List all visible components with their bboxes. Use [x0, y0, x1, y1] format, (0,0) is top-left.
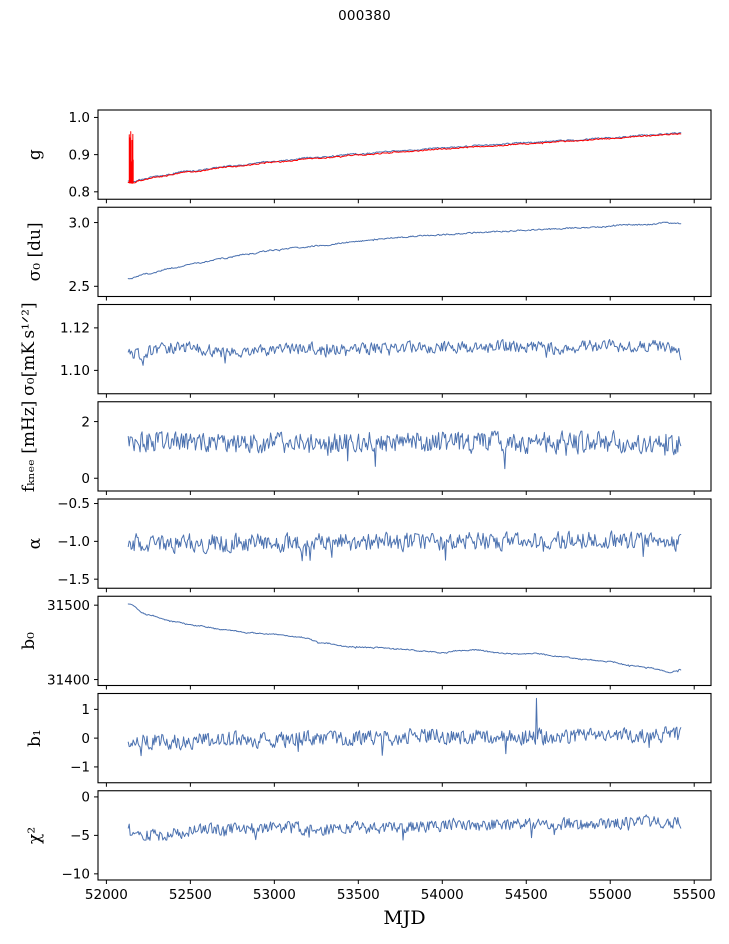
panel-alpha: −0.5 −1.0 −1.5 α: [25, 496, 712, 593]
data-line-g: [127, 132, 682, 183]
y-axis-label: b₁: [25, 729, 45, 747]
data-line-sigma0_mKs: [127, 338, 682, 366]
data-line-sigma0_du: [127, 221, 682, 280]
panel-frame: [97, 206, 712, 298]
y-tick-label: −1: [70, 760, 90, 776]
x-tick-label: 52000: [85, 887, 128, 903]
panel-sigma0-mks: 1.10 1.12 σ₀[mK s¹ᐟ²]: [19, 302, 712, 398]
data-line-alpha: [127, 530, 682, 562]
y-tick-label: 1.12: [60, 321, 90, 337]
y-tick-label: 2: [81, 414, 90, 430]
y-axis-label: g: [25, 149, 45, 160]
y-tick-label: 2.5: [69, 279, 90, 295]
x-axis-label: MJD: [383, 907, 425, 929]
x-tick-label: 52500: [169, 887, 212, 903]
panel-chi2: 0 −5 −10 52000 52500 53000 53500 54000 54500 5500…: [25, 790, 716, 903]
figure-title: 000380: [338, 8, 391, 24]
panel-sigma0-du: 2.5 3.0 σ₀ [du]: [25, 206, 712, 301]
x-tick-label: 54000: [421, 887, 464, 903]
y-tick-label: −1.0: [57, 534, 90, 550]
y-tick-label: 0: [81, 731, 90, 747]
y-tick-label: −1.5: [57, 572, 90, 588]
y-axis-label: σ₀[mK s¹ᐟ²]: [19, 302, 39, 395]
x-tick-label: 55000: [589, 887, 632, 903]
y-axis-label: b₀: [19, 632, 39, 650]
x-tick-label: 55500: [673, 887, 716, 903]
y-axis-label: α: [25, 537, 45, 549]
panel-frame: [97, 303, 712, 395]
panel-fknee: 0 2 fₖₙₑₑ [mHz]: [19, 401, 712, 495]
data-line-f_knee: [127, 429, 682, 470]
y-tick-label: −0.5: [57, 496, 90, 512]
y-tick-label: 0: [81, 471, 90, 487]
x-tick-label: 54500: [505, 887, 548, 903]
panel-frame: [97, 498, 712, 589]
data-line-b0: [127, 603, 682, 674]
y-axis-label: χ²: [25, 827, 45, 844]
y-tick-label: 3.0: [69, 215, 90, 231]
y-tick-label: 31400: [47, 672, 90, 688]
panel-b0: 31400 31500 b₀: [19, 595, 712, 690]
y-tick-label: 0.8: [69, 185, 90, 201]
y-tick-label: 1.10: [60, 363, 90, 379]
x-tick-label: 53500: [337, 887, 380, 903]
y-tick-label: 0: [81, 790, 90, 806]
panel-frame: [97, 790, 712, 881]
y-axis-label: fₖₙₑₑ [mHz]: [19, 401, 39, 493]
y-tick-label: −10: [62, 867, 91, 883]
panel-b1: −1 0 1 b₁: [25, 692, 712, 787]
y-tick-label: 31500: [47, 598, 90, 614]
panel-frame: [97, 595, 712, 687]
data-line-chi2: [127, 814, 682, 841]
y-axis-label: σ₀ [du]: [25, 222, 45, 281]
panel-g: 0.8 0.9 1.0 g: [25, 109, 712, 204]
panel-frame: [97, 401, 712, 492]
y-tick-label: −5: [70, 828, 90, 844]
y-tick-label: 1: [81, 702, 90, 718]
data-line-g fit: [127, 131, 682, 184]
y-tick-label: 1.0: [69, 110, 90, 126]
data-line-b1: [127, 697, 682, 757]
y-tick-label: 0.9: [69, 147, 90, 163]
panel-frame: [97, 109, 712, 200]
x-tick-label: 53000: [253, 887, 296, 903]
